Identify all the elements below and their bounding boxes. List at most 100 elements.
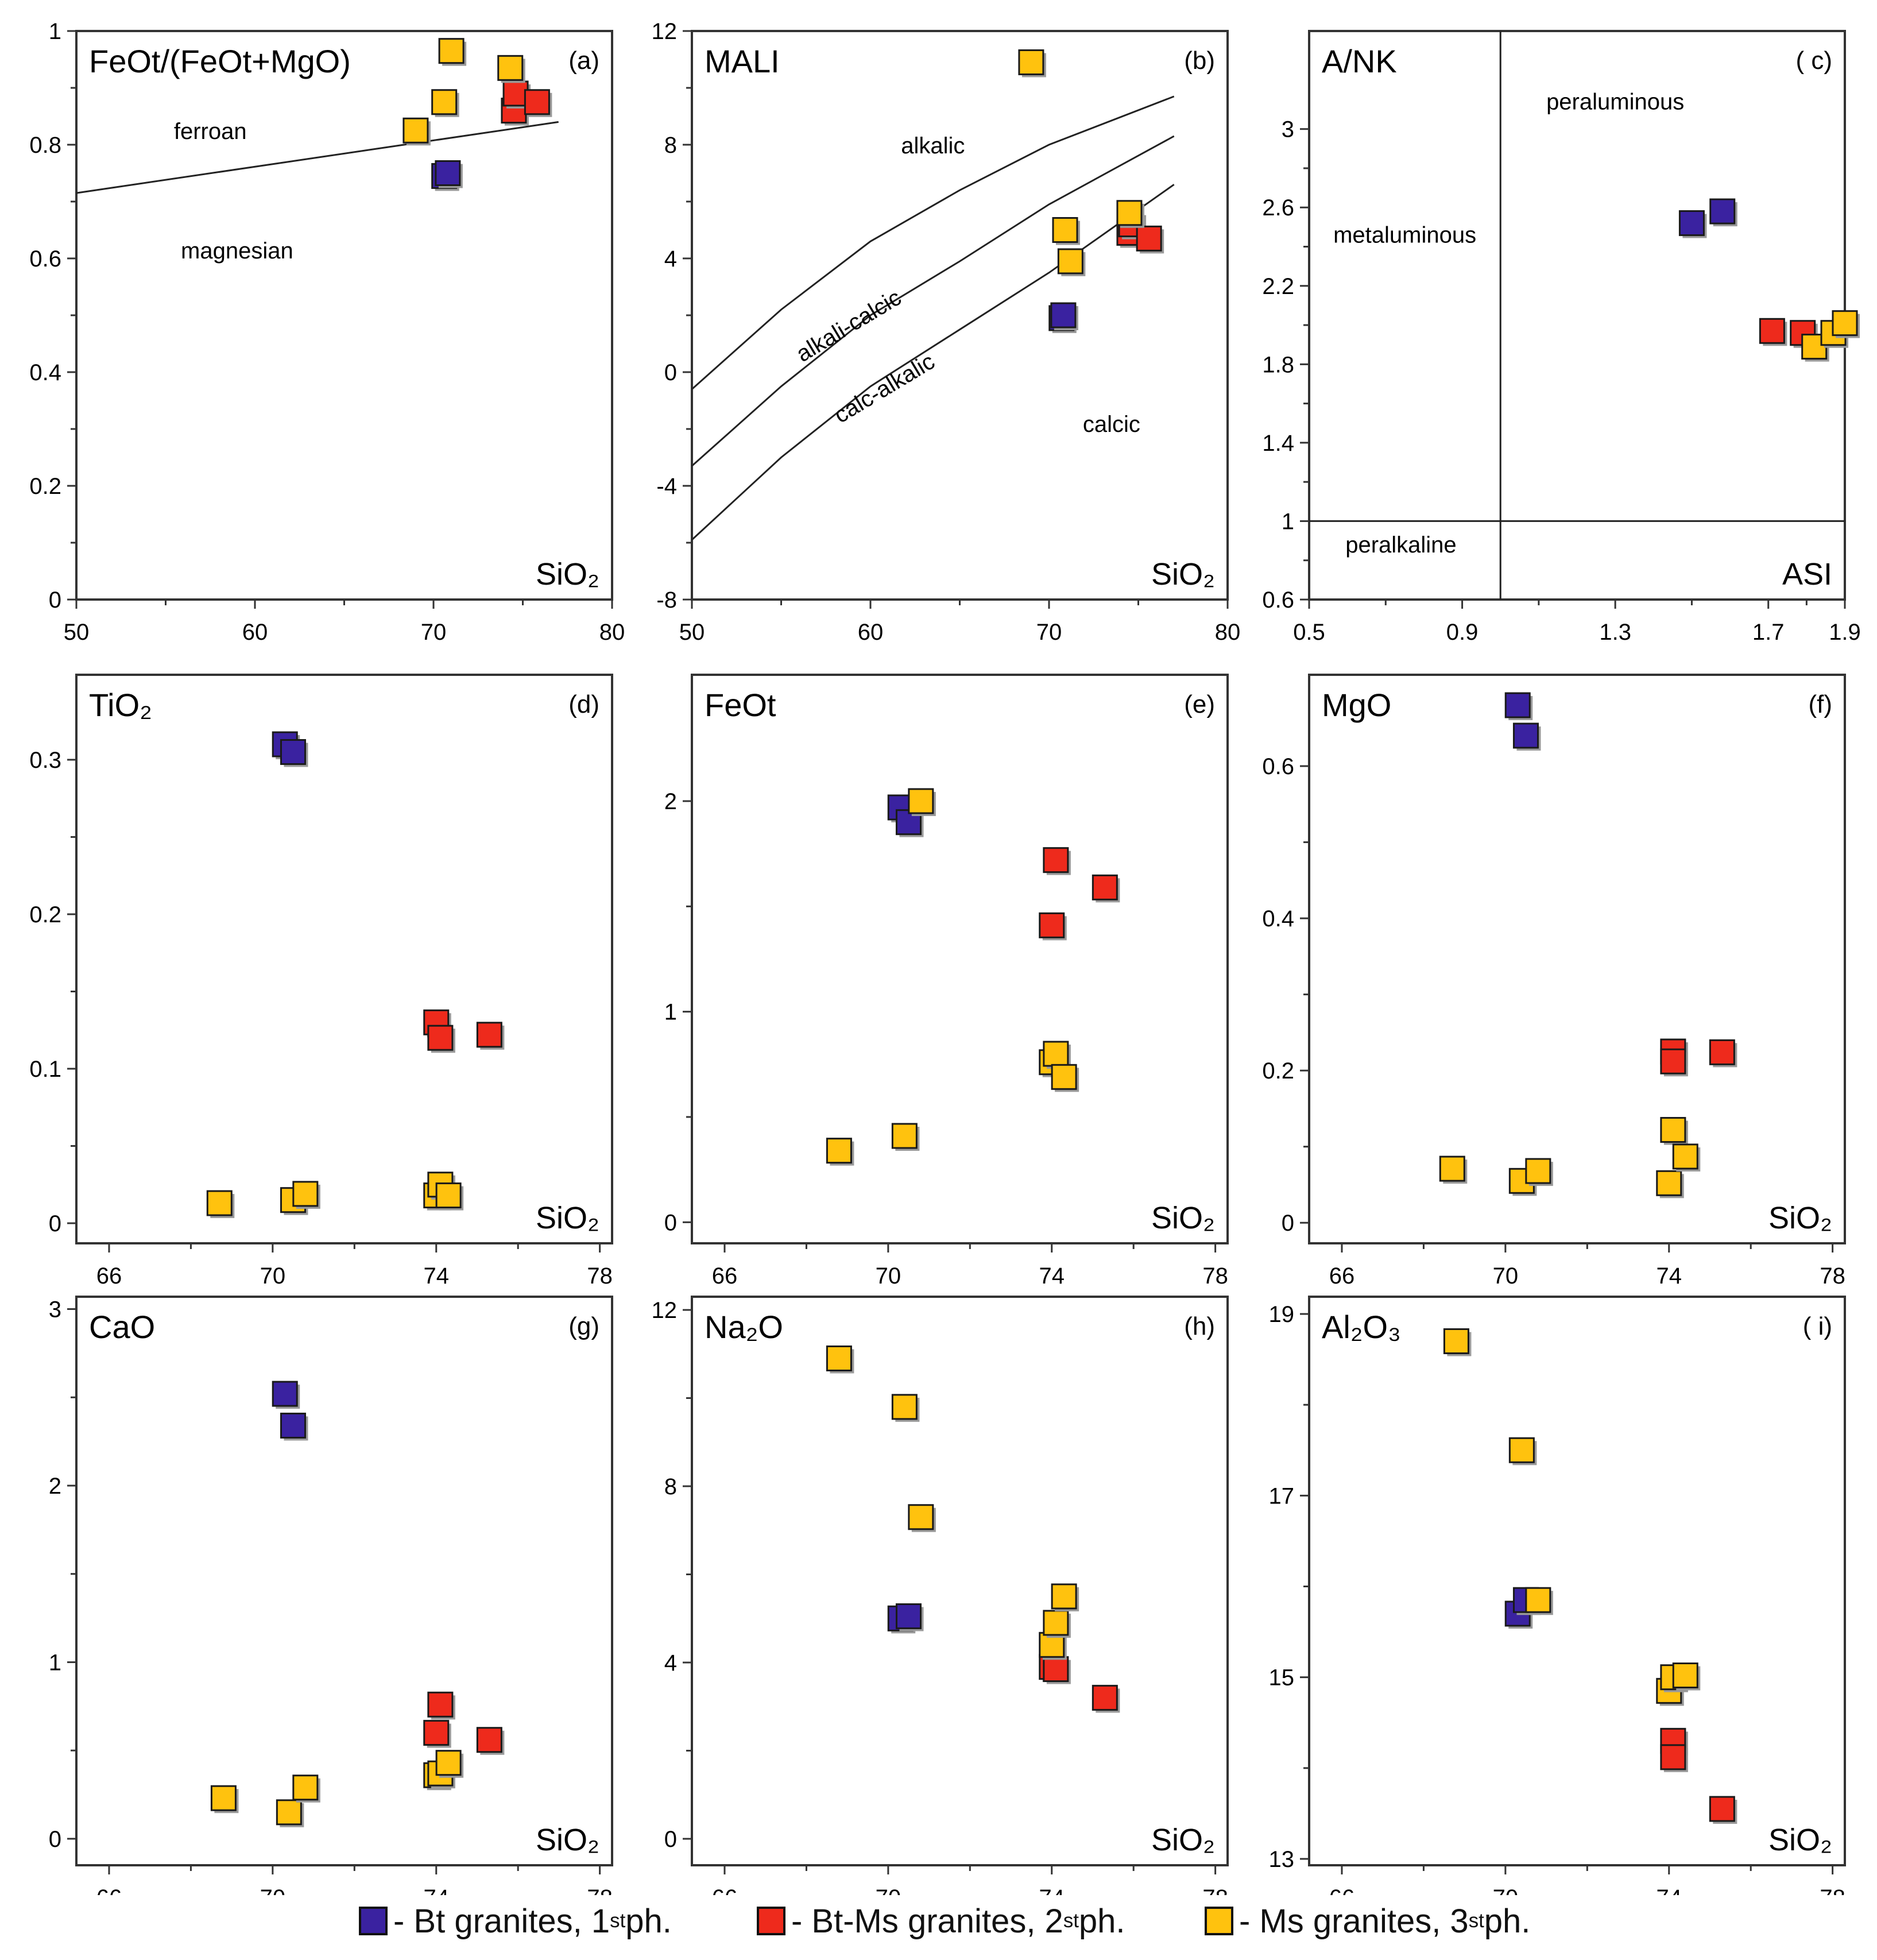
field-label: alkalic — [901, 133, 965, 158]
x-axis-label: SiO₂ — [536, 1823, 599, 1857]
legend-tail-btms: ph. — [1078, 1902, 1125, 1940]
y-tick-label: 1 — [1282, 509, 1294, 534]
y-tick-label: 0 — [664, 1210, 677, 1235]
x-axis-label: SiO₂ — [1768, 1823, 1832, 1857]
y-tick-label: 0.1 — [29, 1057, 61, 1082]
x-tick-label: 0.9 — [1446, 620, 1479, 645]
y-tick-label: 0.2 — [29, 474, 61, 499]
data-point-series-2 — [1039, 912, 1065, 938]
data-point-series-2 — [1709, 1796, 1735, 1822]
y-tick-label: 1 — [49, 19, 61, 44]
data-point-series-1 — [272, 1381, 298, 1407]
data-point-series-3 — [435, 1182, 462, 1209]
y-tick-label: 1 — [664, 1000, 677, 1025]
x-tick-label: 78 — [1820, 1263, 1845, 1289]
x-tick-label: 70 — [260, 1885, 286, 1895]
x-tick-label: 80 — [599, 620, 625, 645]
y-tick-label: 0.3 — [29, 748, 61, 773]
legend-tail-ms: ph. — [1484, 1902, 1531, 1940]
y-tick-label: 12 — [652, 1298, 678, 1323]
y-tick-label: 8 — [664, 1474, 677, 1499]
x-tick-label: 70 — [876, 1263, 901, 1289]
data-point-series-3 — [1051, 1064, 1077, 1090]
x-axis-label: SiO₂ — [1768, 1201, 1832, 1235]
data-point-series-2 — [1660, 1048, 1686, 1074]
x-tick-label: 50 — [679, 620, 705, 645]
x-axis-label: SiO₂ — [536, 557, 599, 592]
plot-frame — [691, 30, 1229, 601]
data-point-series-3 — [210, 1785, 237, 1811]
x-tick-label: 74 — [423, 1885, 449, 1895]
data-point-series-3 — [206, 1190, 233, 1216]
data-point-series-3 — [1443, 1328, 1469, 1354]
y-tick-label: 0 — [49, 1211, 61, 1236]
panel-label: (d) — [568, 690, 599, 718]
field-label: calcic — [1083, 412, 1140, 437]
x-tick-label: 70 — [260, 1263, 286, 1289]
x-tick-label: 74 — [423, 1263, 449, 1289]
x-tick-label: 74 — [1039, 1263, 1065, 1289]
y-tick-label: 1 — [49, 1650, 61, 1675]
panel-f: 66 70 74 78 0 0.2 0.4 0.6 MgO SiO₂ (f) — [1262, 674, 1846, 1289]
data-point-series-2 — [427, 1025, 454, 1051]
legend-label-btms: - Bt-Ms granites, 2 — [791, 1902, 1063, 1940]
x-tick-label: 50 — [64, 620, 90, 645]
data-point-series-1 — [1512, 722, 1539, 749]
field-label: ferroan — [174, 119, 247, 144]
x-tick-label: 70 — [421, 620, 447, 645]
data-point-series-2 — [1136, 225, 1162, 252]
y-axis-label: A/NK — [1322, 43, 1397, 79]
panel-e: 66 70 74 78 0 1 2 FeOt SiO₂ (e) — [664, 674, 1229, 1289]
x-tick-label: 74 — [1039, 1885, 1065, 1895]
y-tick-label: 0.8 — [29, 133, 61, 158]
x-tick-label: 78 — [1202, 1885, 1228, 1895]
data-point-series-1 — [435, 160, 461, 186]
legend-swatch-ms — [1205, 1907, 1233, 1935]
data-point-series-3 — [1116, 200, 1143, 226]
field-boundary-line — [76, 121, 559, 194]
y-axis-label: MALI — [705, 43, 780, 79]
panel-label: (h) — [1184, 1312, 1215, 1340]
plot-frame — [1308, 30, 1846, 601]
data-point-series-2 — [1709, 1039, 1735, 1065]
data-point-series-2 — [524, 89, 550, 115]
data-point-series-3 — [1672, 1662, 1698, 1688]
y-tick-label: 17 — [1269, 1483, 1295, 1509]
y-tick-label: 0.2 — [29, 902, 61, 927]
x-tick-label: 66 — [712, 1263, 738, 1289]
data-point-series-2 — [502, 80, 529, 107]
field-boundary-line — [691, 95, 1175, 390]
legend-swatch-btms — [757, 1907, 785, 1935]
legend-label-ms: - Ms granites, 3 — [1239, 1902, 1469, 1940]
plot-frame — [1308, 674, 1846, 1244]
data-point-series-2 — [423, 1719, 450, 1746]
data-point-series-3 — [1043, 1041, 1069, 1067]
x-tick-label: 66 — [1329, 1263, 1355, 1289]
x-tick-label: 70 — [876, 1885, 901, 1895]
data-point-series-3 — [826, 1138, 852, 1164]
field-label: peraluminous — [1546, 90, 1684, 115]
panel-b: 50 60 70 80 -8 -4 0 4 8 12 alkalic calcic alkali-cal… — [652, 19, 1241, 645]
y-tick-label: 12 — [652, 19, 678, 44]
field-label: peralkaline — [1345, 532, 1456, 558]
x-axis-label: SiO₂ — [1151, 557, 1215, 592]
data-point-series-3 — [403, 117, 429, 144]
data-point-series-3 — [1525, 1158, 1551, 1184]
y-tick-label: 2 — [664, 789, 677, 814]
data-point-series-3 — [1660, 1117, 1686, 1143]
data-point-series-2 — [1092, 874, 1118, 900]
y-axis-label: FeOt — [705, 687, 776, 723]
y-axis-label: TiO₂ — [89, 687, 152, 723]
y-tick-label: 0.6 — [1262, 587, 1294, 613]
y-tick-label: 2.2 — [1262, 274, 1294, 299]
data-point-series-3 — [1672, 1143, 1698, 1170]
data-point-series-3 — [1439, 1155, 1465, 1182]
field-label: calc-alkalic — [830, 349, 939, 428]
y-tick-label: 19 — [1269, 1302, 1295, 1327]
x-tick-label: 74 — [1656, 1263, 1682, 1289]
y-tick-label: 0.2 — [1262, 1058, 1294, 1084]
x-axis-label: SiO₂ — [1151, 1201, 1215, 1235]
x-tick-label: 70 — [1493, 1263, 1519, 1289]
